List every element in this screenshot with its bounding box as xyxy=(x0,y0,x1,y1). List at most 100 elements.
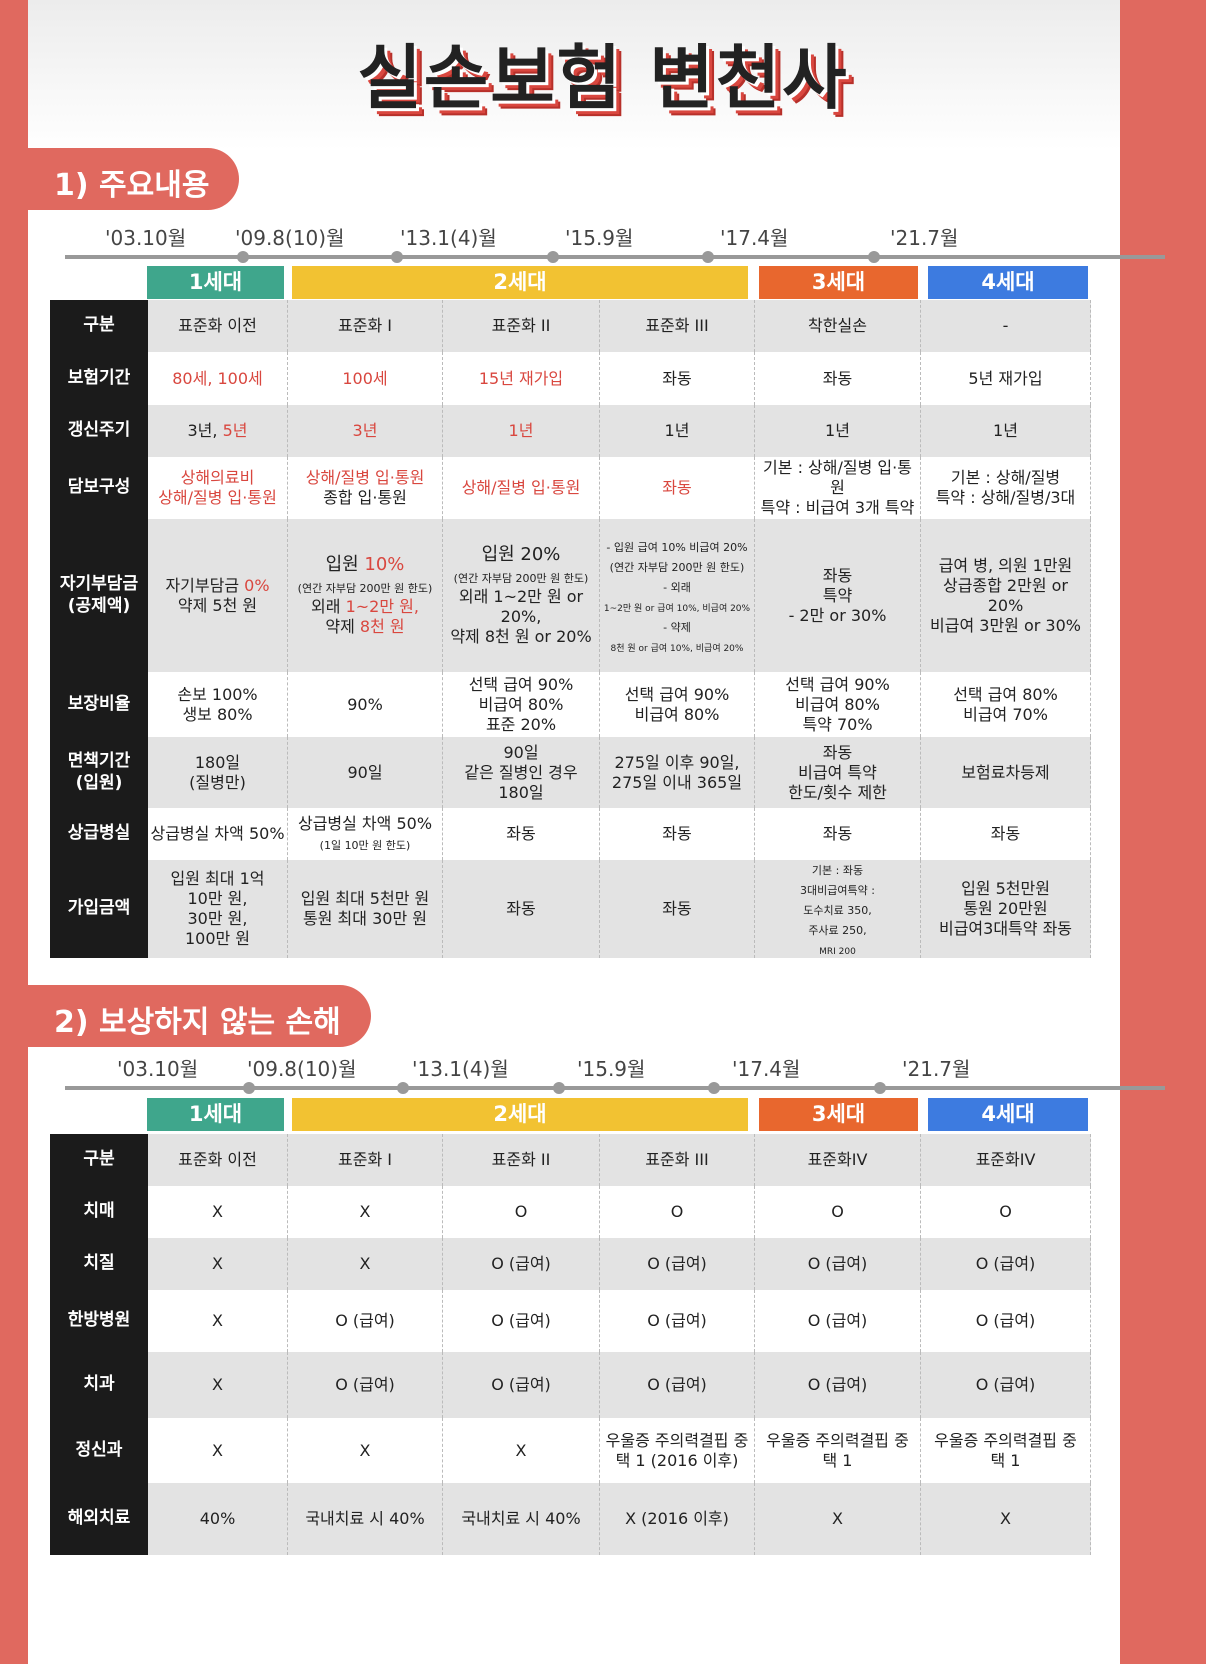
cell-line: 특약 xyxy=(822,585,853,605)
cell-line: 같은 질병인 경우 xyxy=(464,762,578,782)
cell-line: - xyxy=(1002,316,1009,335)
row-label-line: 치질 xyxy=(83,1253,115,1274)
table-cell: 입원 5천만원 통원 20만원 비급여3대특약 좌동 xyxy=(921,860,1091,958)
row-label-line: 치매 xyxy=(83,1201,115,1222)
timeline-date: '09.8(10)월 xyxy=(247,1057,357,1081)
cell-line: X (2016 이후) xyxy=(625,1509,729,1528)
cell-line: 15년 재가입 xyxy=(479,369,563,389)
cell-line: 30만 원, xyxy=(187,909,248,928)
cell-line: O (급여) xyxy=(975,1254,1036,1273)
table-row: 보장비율 손보 100% 생보 80% 90% 선택 급여 90% 비급여 80% 표준 2… xyxy=(50,672,1154,737)
cell-text: 15년 재가입 xyxy=(478,368,564,388)
row-label: 해외치료 xyxy=(50,1483,148,1555)
cell-line: 표준화 이전 xyxy=(178,1150,257,1169)
cell-line: 입원 10% xyxy=(326,554,405,577)
row-label-line: 한방병원 xyxy=(67,1310,131,1331)
table-row: 치질 X X O (급여) O (급여) O (급여) O (급여) xyxy=(50,1238,1154,1290)
cell-text: 3년 xyxy=(352,421,378,440)
table-cell: O (급여) xyxy=(921,1352,1091,1418)
row-label: 구분 xyxy=(50,300,148,352)
row-label: 치매 xyxy=(50,1186,148,1238)
table-cell: 표준화 II xyxy=(443,300,600,352)
cell-line: 표준화 I xyxy=(338,1150,392,1169)
cell-line: 좌동 xyxy=(990,824,1021,843)
table-cell: - 입원 급여 10% 비급여 20% (연간 자부담 200만 원 한도) - 외… xyxy=(600,519,755,672)
generation-badge: 3세대 xyxy=(759,266,918,299)
table-cell: 입원 최대 5천만 원 통원 최대 30만 원 xyxy=(288,860,443,958)
cell-line: 기본 : 상해/질병 입·통원 xyxy=(763,458,912,497)
cell-text: 약제 xyxy=(325,616,360,636)
table-cell: 좌동 특약 - 2만 or 30% xyxy=(755,519,921,672)
timeline-date: '03.10월 xyxy=(105,226,187,250)
timeline-line xyxy=(65,1082,1165,1094)
cell-line: 입원 20% xyxy=(482,544,561,567)
table-row: 한방병원 X O (급여) O (급여) O (급여) O (급여) O (급여) xyxy=(50,1290,1154,1352)
row-label: 한방병원 xyxy=(50,1290,148,1352)
row-label: 자기부담금 (공제액) xyxy=(50,519,148,672)
cell-line: (연간 자부담 200만 원 한도) xyxy=(610,556,745,576)
table-cell: O (급여) xyxy=(288,1352,443,1418)
cell-text: 1~2만 원, xyxy=(345,596,419,616)
table-cell: 기본 : 상해/질병 입·통원 특약 : 비급여 3개 특약 xyxy=(755,457,921,519)
row-label-line: 구분 xyxy=(83,315,115,336)
cell-line: 비급여 3만원 or 30% xyxy=(930,615,1081,635)
generation-badge: 4세대 xyxy=(928,266,1088,299)
row-label: 담보구성 xyxy=(50,457,148,519)
cell-text: 도수치료 350, xyxy=(803,904,872,917)
table-cell: O (급여) xyxy=(600,1352,755,1418)
table-cell: X (2016 이후) xyxy=(600,1483,755,1555)
cell-line: 좌동 xyxy=(822,368,853,388)
timeline-date: '09.8(10)월 xyxy=(235,226,345,250)
cell-line: 선택 급여 90% xyxy=(624,684,730,704)
generation-badge: 1세대 xyxy=(147,1098,284,1131)
cell-line: 8천 원 or 급여 10%, 비급여 20% xyxy=(611,636,744,656)
cell-line: 상해/질병 입·통원 xyxy=(306,468,425,488)
cell-line: 비급여 80% xyxy=(634,704,720,724)
row-label: 상급병실 xyxy=(50,808,148,860)
row-label: 치질 xyxy=(50,1238,148,1290)
cell-line: 입원 최대 5천만 원 xyxy=(300,889,430,908)
cell-line: 3대비급여특약 : xyxy=(800,879,875,899)
cell-line: 1년 xyxy=(993,421,1018,440)
table-row: 보험기간 80세, 100세 100세 15년 재가입 좌동 좌동 5년 재가입 xyxy=(50,352,1154,405)
table-cell: 표준화IV xyxy=(755,1134,921,1186)
cell-line: 표준화 이전 xyxy=(178,316,257,335)
cell-text: - 외래 xyxy=(663,580,691,594)
timeline-date: '15.9월 xyxy=(577,1057,646,1081)
cell-text: MRI 200 xyxy=(819,947,856,957)
table-cell: 100세 xyxy=(288,352,443,405)
cell-line: 좌동 xyxy=(822,565,853,585)
cell-line: O (급여) xyxy=(647,1375,707,1394)
row-label-line: 보장비율 xyxy=(67,693,131,714)
cell-text: - 약제 xyxy=(663,620,691,634)
timeline-date: '03.10월 xyxy=(117,1057,199,1081)
cell-line: - 약제 xyxy=(663,616,691,636)
row-label-line: 면책기간 xyxy=(67,751,131,772)
table-cell: 좌동 xyxy=(755,808,921,860)
row-label: 보험기간 xyxy=(50,352,148,405)
timeline-dot xyxy=(708,1082,720,1094)
table-cell: 표준화 이전 xyxy=(148,300,288,352)
cell-line: 생보 80% xyxy=(182,704,253,724)
cell-line: 1년 xyxy=(825,421,850,440)
timeline-dot xyxy=(243,1082,255,1094)
generation-badge: 1세대 xyxy=(147,266,284,299)
cell-line: O (급여) xyxy=(807,1311,868,1330)
row-label: 갱신주기 xyxy=(50,405,148,457)
table-cell: O (급여) xyxy=(921,1238,1091,1290)
timeline-dot xyxy=(874,1082,886,1094)
cell-line: 약제 8천 원 or 20% xyxy=(450,626,592,646)
cell-text: (1일 10만 원 한도) xyxy=(319,839,411,852)
cell-line: X xyxy=(359,1440,371,1460)
cell-line: 택 1 xyxy=(990,1450,1021,1470)
generation-badge: 4세대 xyxy=(928,1098,1088,1131)
table-cell: 90일 같은 질병인 경우 180일 xyxy=(443,737,600,808)
cell-line: - 2만 or 30% xyxy=(788,605,887,625)
cell-text: (연간 자부담 200만 원 한도) xyxy=(609,560,745,574)
table-cell: 입원 10% (연간 자부담 200만 원 한도) 외래 1~2만 원, 약제 8천 … xyxy=(288,519,443,672)
cell-line: O (급여) xyxy=(975,1375,1036,1394)
table-row: 상급병실 상급병실 차액 50% 상급병실 차액 50% (1일 10만 원 한도) 좌… xyxy=(50,808,1154,860)
cell-line: 좌동 xyxy=(822,824,853,843)
generation-badge: 2세대 xyxy=(292,266,748,299)
